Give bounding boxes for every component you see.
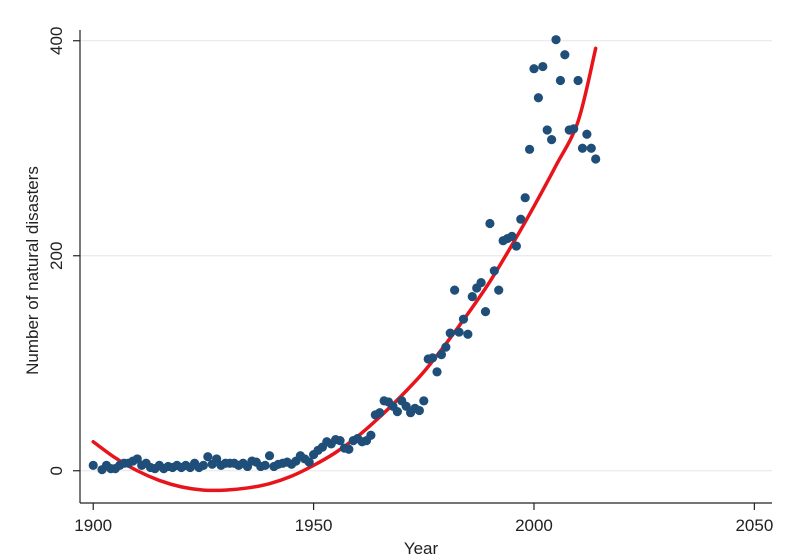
y-tick-label: 0: [47, 466, 66, 475]
data-point: [529, 64, 539, 74]
data-point: [458, 314, 469, 324]
data-point: [577, 143, 588, 153]
y-axis-title: Number of natural disasters: [23, 166, 42, 375]
data-point: [573, 75, 583, 86]
data-point: [203, 452, 213, 462]
x-tick-label: 2000: [515, 516, 553, 535]
data-point: [335, 436, 345, 446]
data-point: [467, 292, 477, 302]
data-point: [524, 144, 535, 154]
fit-curve: [91, 46, 598, 493]
data-point: [88, 460, 98, 470]
data-point: [476, 278, 486, 288]
data-point: [569, 124, 579, 134]
data-point: [264, 451, 275, 461]
data-point: [392, 407, 402, 417]
data-point: [560, 50, 570, 60]
y-tick-label: 400: [47, 27, 66, 55]
data-point: [450, 285, 460, 295]
x-tick-label: 2050: [735, 516, 773, 535]
data-point: [441, 342, 451, 352]
y-tick-label: 200: [47, 242, 66, 270]
data-point: [516, 214, 526, 224]
data-point: [538, 61, 548, 72]
data-point: [485, 218, 495, 229]
data-point: [260, 460, 270, 470]
gridlines: [80, 40, 772, 472]
data-point: [542, 125, 552, 135]
data-point: [414, 405, 424, 416]
data-point: [445, 328, 455, 338]
data-point: [428, 353, 438, 363]
data-point: [463, 329, 473, 339]
data-point: [507, 231, 517, 241]
data-point: [132, 454, 142, 464]
data-point: [304, 457, 314, 467]
axes: [73, 30, 772, 510]
data-point: [591, 154, 601, 164]
data-point: [547, 135, 557, 145]
data-point: [480, 307, 491, 317]
x-tick-label: 1950: [295, 516, 333, 535]
data-point: [582, 129, 592, 139]
data-point: [198, 460, 209, 470]
tick-labels: 1900 1950 2000 2050 0 200 400: [47, 27, 773, 535]
data-point: [489, 266, 499, 276]
data-point: [511, 241, 521, 251]
data-point: [555, 75, 566, 86]
data-point: [375, 408, 385, 418]
data-point: [366, 430, 376, 440]
data-point: [551, 35, 561, 45]
data-point: [419, 396, 429, 406]
x-tick-label: 1900: [74, 516, 112, 535]
data-point: [520, 193, 530, 203]
data-point: [494, 285, 504, 295]
fit-curve-layer: [91, 46, 598, 493]
data-point: [436, 350, 447, 360]
x-axis-title: Year: [404, 539, 439, 558]
data-point: [432, 367, 442, 377]
data-point: [533, 93, 543, 103]
data-points-layer: [88, 35, 601, 475]
data-point: [344, 444, 354, 454]
data-point: [401, 401, 411, 411]
data-point: [454, 327, 464, 337]
data-point: [212, 454, 222, 464]
data-point: [586, 143, 596, 153]
